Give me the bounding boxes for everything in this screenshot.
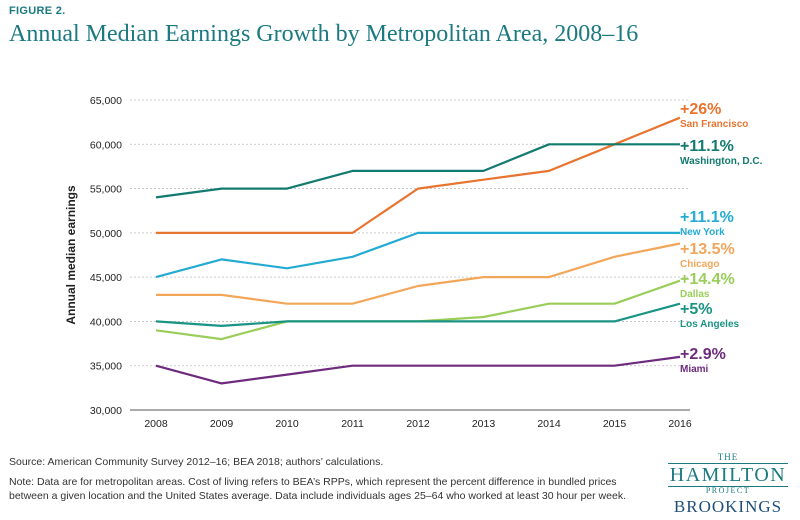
city-label: Dallas [680, 289, 710, 300]
x-tick-label: 2011 [341, 418, 364, 430]
growth-label: +26% [680, 101, 721, 118]
note-text: Note: Data are for metropolitan areas. C… [9, 476, 626, 502]
series-line-los-angeles [155, 302, 681, 327]
city-label: Washington, D.C. [680, 156, 763, 167]
y-axis-title: Annual median earnings [64, 185, 78, 325]
growth-label: +2.9% [680, 346, 726, 363]
series-line-san-francisco [156, 116, 681, 234]
x-tick-label: 2015 [603, 418, 627, 430]
series-line-dallas [155, 279, 681, 341]
growth-label: +5% [680, 301, 712, 318]
y-tick-label: 60,000 [90, 139, 122, 151]
growth-label: +14.4% [680, 271, 735, 288]
logo-the: THE [717, 452, 739, 462]
y-tick-label: 30,000 [90, 405, 122, 417]
city-label: New York [680, 227, 725, 238]
x-tick-label: 2016 [668, 418, 692, 430]
y-tick-label: 40,000 [90, 316, 122, 328]
series-line-chicago [156, 242, 681, 305]
line-chart: 30,000 35,000 40,000 45,000 50,000 55,000 60,0… [64, 95, 763, 430]
logo-project: PROJECT [705, 486, 751, 495]
series-line-miami [155, 355, 681, 385]
growth-label: +13.5% [680, 241, 735, 258]
growth-label: +11.1% [680, 138, 734, 155]
figure-label: FIGURE 2. [9, 5, 66, 17]
y-tick-label: 45,000 [90, 272, 122, 284]
series-lines [155, 116, 681, 385]
source-text: Source: American Community Survey 2012–1… [9, 456, 384, 468]
x-tick-label: 2009 [210, 418, 234, 430]
city-label: Los Angeles [680, 319, 740, 330]
city-label: Miami [680, 364, 709, 375]
axes: 30,000 35,000 40,000 45,000 50,000 55,000 60,0… [64, 95, 692, 430]
x-tick-label: 2013 [472, 418, 496, 430]
hamilton-brookings-logo: THE HAMILTON PROJECT BROOKINGS [664, 452, 792, 517]
series-line-washington-d-c [155, 143, 680, 199]
series-line-new-york [155, 231, 680, 279]
city-label: San Francisco [680, 119, 748, 130]
x-tick-label: 2008 [144, 418, 168, 430]
city-label: Chicago [680, 259, 719, 270]
y-tick-label: 50,000 [90, 228, 122, 240]
y-tick-label: 65,000 [90, 95, 122, 107]
y-tick-label: 35,000 [90, 361, 122, 373]
end-labels: +26%San Francisco+11.1%Washington, D.C.+… [680, 101, 763, 375]
x-tick-label: 2014 [537, 418, 561, 430]
x-tick-label: 2010 [275, 418, 299, 430]
chart-title: Annual Median Earnings Growth by Metropo… [9, 21, 639, 47]
logo-brookings: BROOKINGS [673, 497, 783, 516]
y-tick-label: 55,000 [90, 184, 122, 196]
growth-label: +11.1% [680, 209, 734, 226]
x-tick-label: 2012 [406, 418, 430, 430]
logo-hamilton: HAMILTON [668, 463, 788, 487]
